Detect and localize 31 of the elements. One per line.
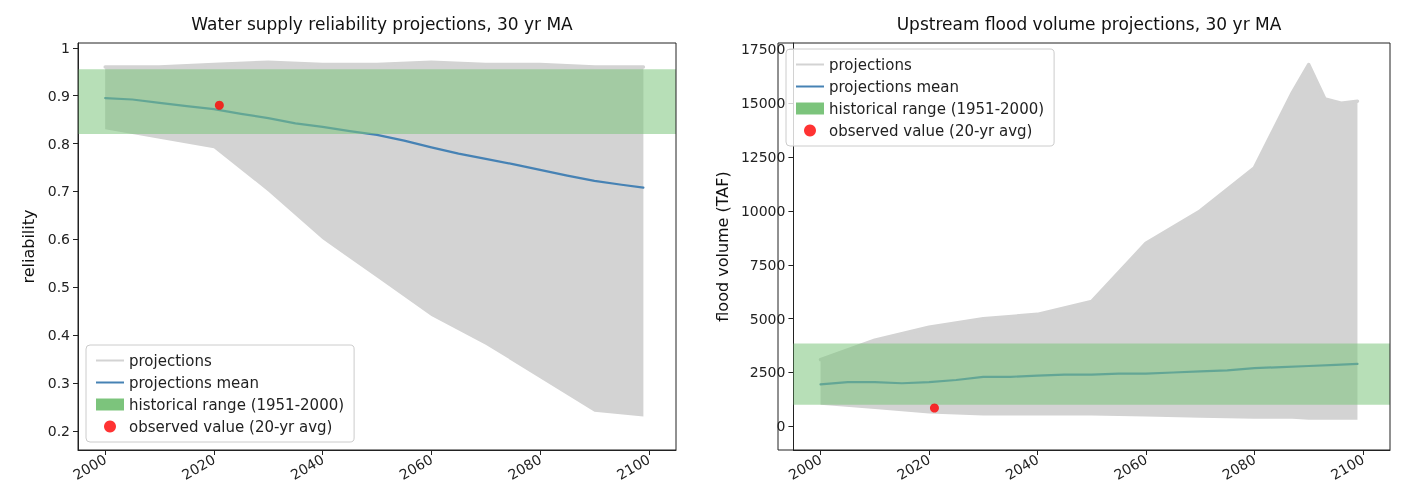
y-tick-label: 0.8	[47, 135, 70, 152]
y-axis-title: reliability	[18, 209, 38, 284]
y-tick-label: 1	[61, 39, 70, 56]
legend-label: projections mean	[829, 77, 960, 96]
y-tick-label: 5000	[749, 310, 786, 327]
y-tick-label: 0	[776, 418, 786, 435]
line-series	[819, 362, 1359, 386]
chart-title: Upstream flood volume projections, 30 yr MA	[896, 13, 1282, 34]
y-tick-label: 15000	[740, 95, 786, 112]
legend-label: observed value (20-yr avg)	[129, 417, 333, 436]
y-axis-title: flood volume (TAF)	[712, 171, 732, 322]
y-tick-label: 2500	[749, 364, 786, 381]
legend-label: projections	[129, 351, 212, 370]
chart-title: Water supply reliability projections, 30 yr MA	[191, 13, 574, 34]
legend-label: historical range (1951-2000)	[129, 395, 345, 414]
y-tick-label: 0.2	[47, 422, 70, 439]
y-tick-label: 0.4	[47, 327, 71, 344]
y-tick-label: 17500	[740, 41, 786, 58]
y-tick-label: 0.7	[47, 183, 70, 200]
legend-label: projections	[829, 55, 912, 74]
y-tick-label: 7500	[749, 256, 786, 273]
y-tick-label: 10000	[740, 202, 786, 219]
y-tick-label: 0.3	[47, 374, 70, 391]
y-tick-label: 0.6	[47, 231, 71, 248]
y-tick-label: 0.5	[47, 279, 70, 296]
legend-label: historical range (1951-2000)	[829, 99, 1045, 118]
y-tick-label: 0.9	[47, 87, 70, 104]
line-series	[104, 96, 645, 189]
y-tick-label: 12500	[740, 149, 786, 166]
legend-label: observed value (20-yr avg)	[829, 121, 1033, 140]
legend-label: projections mean	[129, 373, 260, 392]
